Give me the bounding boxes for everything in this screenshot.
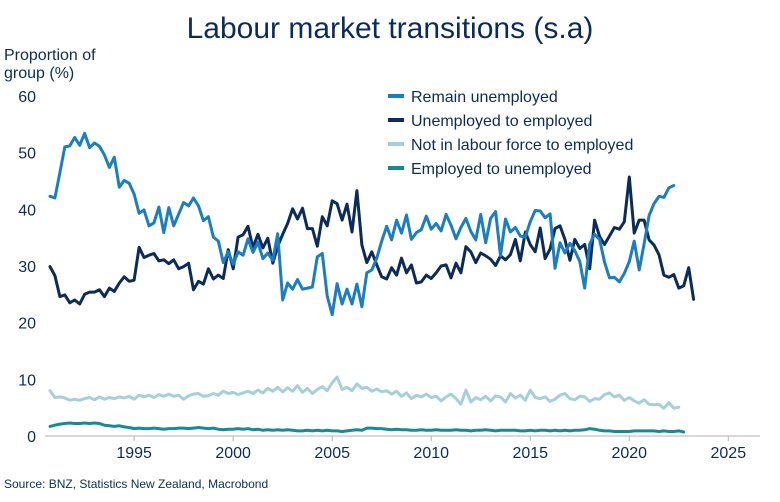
y-tick-label: 0	[27, 429, 36, 446]
y-tick-label: 60	[18, 89, 36, 106]
x-tick-label: 2000	[215, 445, 251, 462]
x-tick-label: 1995	[116, 445, 152, 462]
x-tick-label: 2015	[512, 445, 548, 462]
x-tick-label: 2025	[711, 445, 747, 462]
legend: Remain unemployed Unemployed to employed N…	[388, 89, 633, 178]
legend-label: Remain unemployed	[411, 89, 558, 106]
y-tick-label: 40	[18, 202, 36, 219]
y-axis-label-line-2: group (%)	[4, 65, 74, 82]
y-tick-label: 30	[18, 259, 36, 276]
source-note: Source: BNZ, Statistics New Zealand, Mac…	[4, 477, 268, 491]
legend-label: Employed to unemployed	[411, 161, 592, 178]
series-line-0	[48, 131, 676, 317]
y-tick-label: 50	[18, 146, 36, 163]
series-line-3	[48, 421, 686, 434]
y-tick-label: 10	[18, 372, 36, 389]
series-line-2	[48, 375, 681, 410]
legend-label: Not in labour force to employed	[411, 137, 633, 154]
series-line-1	[48, 175, 696, 306]
series-layer	[48, 131, 696, 434]
chart-title: Labour market transitions (s.a)	[187, 12, 594, 45]
x-tick-label: 2020	[611, 445, 647, 462]
y-axis-label-line-1: Proportion of	[4, 47, 96, 64]
y-tick-label: 20	[18, 316, 36, 333]
x-tick-label: 2010	[413, 445, 449, 462]
y-axis-ticks: 0 10 20 30 40 50 60	[18, 89, 36, 446]
x-tick-label: 2005	[314, 445, 350, 462]
legend-label: Unemployed to employed	[411, 113, 592, 130]
x-axis: 1995 2000 2005 2010 2015 2020 2025	[45, 435, 760, 462]
